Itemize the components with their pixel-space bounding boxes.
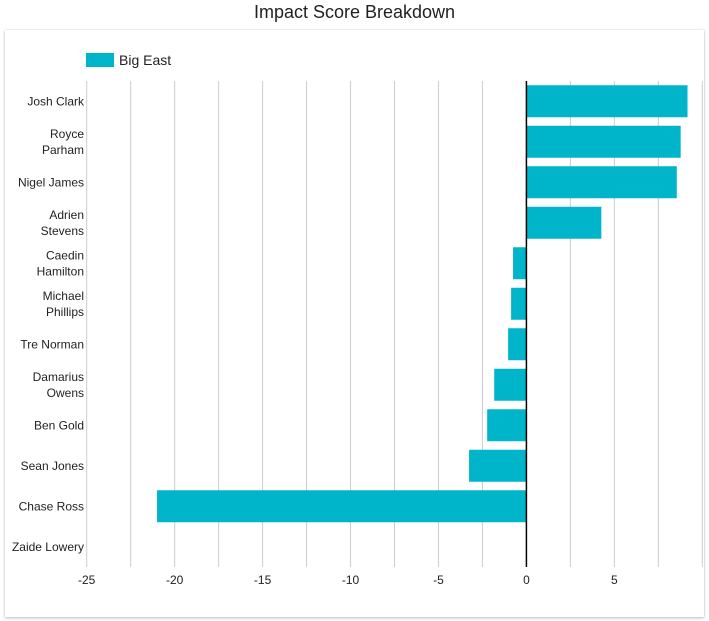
category-label: Royce Parham [42,127,84,157]
category-label: Adrien Stevens [41,208,84,238]
bar[interactable] [494,368,527,401]
bar[interactable] [526,85,688,118]
bar[interactable] [508,328,527,361]
x-tick-label: -15 [254,573,272,587]
x-tick-label: -5 [433,573,444,587]
bars [157,85,688,523]
legend-swatch [86,53,114,67]
gridlines [86,81,703,567]
bar[interactable] [526,206,602,239]
category-label: Chase Ross [19,499,84,513]
category-label: Tre Norman [20,337,84,351]
category-label: Nigel James [18,175,84,189]
x-tick-labels: -25 -20 -15 -10 -5 0 5 [78,573,618,587]
x-tick-label: 5 [611,573,618,587]
x-tick-label: 0 [523,573,530,587]
chart-title: Impact Score Breakdown [253,2,456,22]
x-tick-label: -10 [342,573,360,587]
category-label: Caedin Hamilton [37,248,84,278]
bar[interactable] [526,166,677,199]
category-label: Josh Clark [27,94,85,108]
legend[interactable]: Big East [86,52,171,68]
category-label: Ben Gold [34,418,84,432]
category-label: Damarius Owens [33,370,84,400]
bar[interactable] [487,409,527,442]
bar[interactable] [157,490,527,523]
legend-label: Big East [119,52,171,68]
category-label: Michael Phillips [43,289,84,319]
category-label: Zaide Lowery [12,540,84,554]
bar[interactable] [511,287,527,320]
bar[interactable] [513,247,527,280]
category-labels: Josh Clark Royce Parham Nigel James Adrien St… [12,94,85,554]
bar[interactable] [526,125,681,158]
x-tick-label: -20 [166,573,184,587]
x-tick-label: -25 [78,573,96,587]
bar[interactable] [469,449,527,482]
category-label: Sean Jones [21,459,84,473]
